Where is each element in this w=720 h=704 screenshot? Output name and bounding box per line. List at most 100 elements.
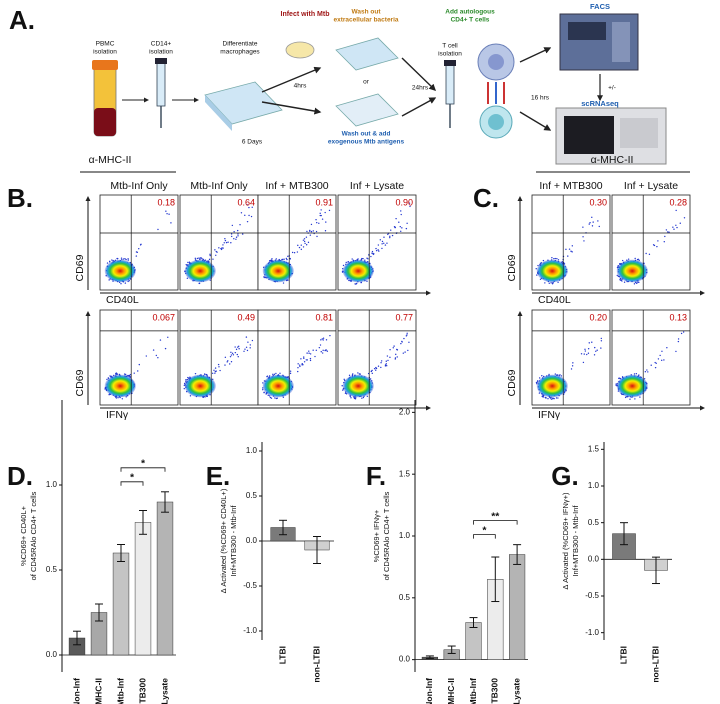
event-dot <box>316 235 318 238</box>
event-dot <box>675 224 677 226</box>
y-tick-label: 1.0 <box>588 481 600 490</box>
event-dot <box>547 398 549 400</box>
event-dot <box>125 258 127 261</box>
event-dot <box>400 230 402 232</box>
event-dot <box>194 257 197 260</box>
label: 0.30 <box>589 197 607 207</box>
event-dot <box>406 222 408 224</box>
event-dot <box>108 261 111 263</box>
event-dot <box>309 353 312 355</box>
event-dot <box>552 397 554 399</box>
event-dot <box>539 278 542 280</box>
event-dot <box>106 262 109 264</box>
label: 0.90 <box>395 197 413 207</box>
event-dot <box>657 358 660 360</box>
event-dot <box>341 385 343 387</box>
y-tick-label: 1.0 <box>399 531 411 540</box>
event-dot <box>133 372 135 374</box>
y-tick-label: 1.0 <box>246 446 258 455</box>
event-dot <box>567 255 569 257</box>
event-dot <box>391 234 394 237</box>
event-dot <box>287 255 289 258</box>
event-dot <box>243 350 245 352</box>
event-dot <box>263 391 265 394</box>
event-dot <box>396 356 398 358</box>
event-dot <box>267 394 269 397</box>
event-dot <box>570 250 572 252</box>
event-dot <box>186 277 189 280</box>
event-dot <box>236 353 239 356</box>
event-dot <box>589 221 591 224</box>
event-dot <box>587 352 590 354</box>
event-dot <box>293 252 296 254</box>
event-dot <box>232 354 235 356</box>
event-dot <box>307 241 310 244</box>
event-dot <box>281 258 284 261</box>
density <box>536 259 568 283</box>
event-dot <box>357 372 359 374</box>
event-dot <box>390 229 392 231</box>
event-dot <box>394 358 396 360</box>
event-dot <box>541 375 543 377</box>
event-dot <box>319 214 321 217</box>
event-dot <box>306 359 309 361</box>
event-dot <box>266 375 269 377</box>
event-dot <box>324 230 327 232</box>
event-dot <box>298 246 301 249</box>
label: Mtb-Inf Only <box>110 180 168 192</box>
event-dot <box>270 397 273 399</box>
event-dot <box>638 374 640 376</box>
event-dot <box>212 258 214 260</box>
y-tick-label: 0.0 <box>588 554 600 563</box>
event-dot <box>309 357 312 360</box>
flow-plot <box>257 194 337 291</box>
event-dot <box>322 349 324 352</box>
event-dot <box>615 383 617 385</box>
event-dot <box>244 214 246 217</box>
event-dot <box>289 370 292 372</box>
event-dot <box>377 249 379 251</box>
event-dot <box>634 398 636 400</box>
label: B. <box>7 183 33 213</box>
label: Differentiate <box>223 41 258 48</box>
event-dot <box>228 363 231 365</box>
event-dot <box>303 240 306 243</box>
x-tick-label: αMHC-II <box>446 678 456 704</box>
event-dot <box>298 364 301 366</box>
y-tick-label: 0.5 <box>399 593 411 602</box>
event-dot <box>623 281 626 283</box>
event-dot <box>582 226 584 228</box>
event-dot <box>302 364 304 366</box>
label: Inf + MTB300 <box>265 180 328 192</box>
y-tick-label: 1.0 <box>46 480 58 489</box>
event-dot <box>320 214 322 217</box>
label: CD69 <box>506 254 518 281</box>
event-dot <box>109 375 111 377</box>
label: CD69 <box>506 369 518 396</box>
event-dot <box>580 353 583 355</box>
event-dot <box>315 349 318 351</box>
event-dot <box>218 366 220 368</box>
event-dot <box>408 341 410 343</box>
event-dot <box>409 205 411 208</box>
event-dot <box>676 226 678 229</box>
event-dot <box>271 258 273 260</box>
event-dot <box>406 332 408 335</box>
event-dot <box>636 282 638 284</box>
flow-plot <box>179 194 259 291</box>
event-dot <box>221 247 223 249</box>
event-dot <box>235 236 238 238</box>
event-dot <box>282 396 285 398</box>
event-dot <box>654 361 656 364</box>
event-dot <box>203 373 206 375</box>
event-dot <box>655 362 657 365</box>
event-dot <box>224 237 226 240</box>
event-dot <box>309 229 311 232</box>
event-dot <box>120 283 122 285</box>
event-dot <box>248 214 250 217</box>
event-dot <box>302 246 305 248</box>
event-dot <box>329 334 331 337</box>
event-dot <box>155 354 158 357</box>
event-dot <box>224 364 226 366</box>
sig-bracket <box>473 534 496 539</box>
